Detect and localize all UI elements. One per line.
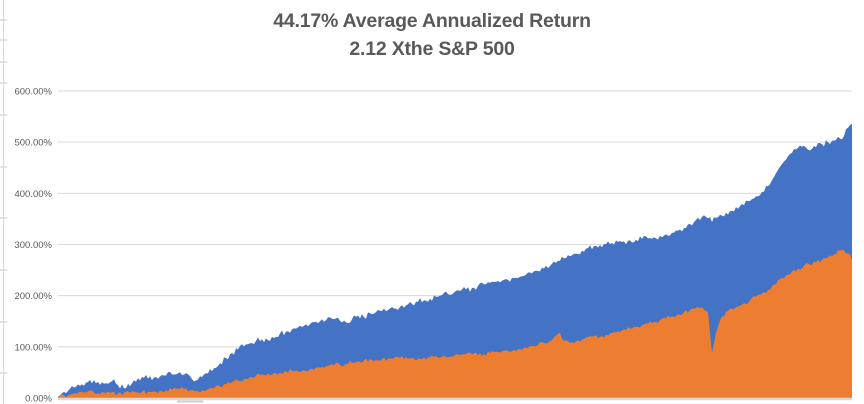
chart-title-line2: 2.12 Xthe S&P 500 xyxy=(349,38,515,60)
chart-title: 44.17% Average Annualized Return 2.12 Xt… xyxy=(0,7,864,63)
y-axis-tick-label: 400.00% xyxy=(14,189,52,200)
y-axis-tick-label: 300.00% xyxy=(14,240,52,251)
y-axis-tick-label: 500.00% xyxy=(14,138,52,149)
y-axis-tick-label: 100.00% xyxy=(14,342,52,353)
y-axis-tick-label: 600.00% xyxy=(14,87,52,98)
chart-title-line1: 44.17% Average Annualized Return xyxy=(273,10,591,32)
area-series-orange xyxy=(58,249,852,398)
y-axis-tick-label: 200.00% xyxy=(14,291,52,302)
y-axis-tick-label: 0.00% xyxy=(25,394,52,404)
